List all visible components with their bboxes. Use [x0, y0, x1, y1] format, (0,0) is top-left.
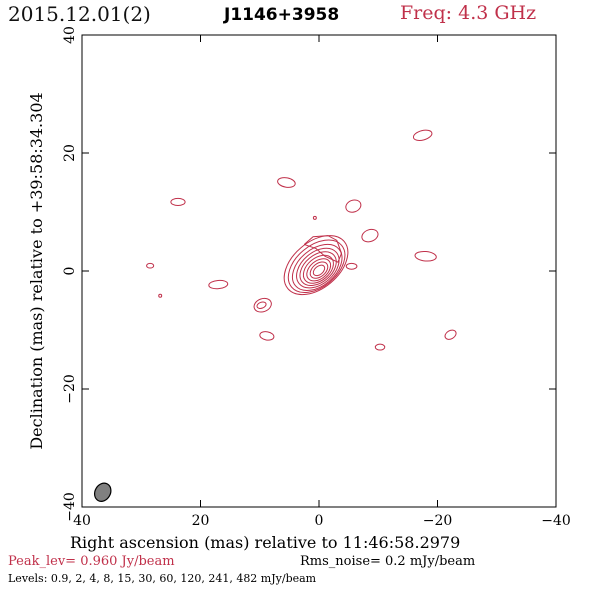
beam-ellipse [93, 482, 112, 502]
y-axis-label: Declination (mas) relative to +39:58:34.… [27, 92, 46, 449]
noise-contour [361, 228, 379, 243]
noise-contour [158, 293, 163, 298]
noise-contour [412, 129, 433, 141]
noise-contour [259, 331, 275, 341]
core-contour [283, 235, 349, 296]
y-tick-label: 20 [62, 144, 78, 162]
core-contour [287, 239, 346, 294]
noise-contour [312, 215, 317, 220]
noise-contour [374, 343, 386, 351]
noise-contour [253, 297, 272, 313]
y-tick-label: −20 [62, 374, 78, 404]
axis-ticks [81, 34, 557, 508]
noise-contour [256, 301, 267, 309]
x-tick-label: 0 [315, 513, 324, 529]
core-contour [309, 261, 329, 279]
x-axis-label: Right ascension (mas) relative to 11:46:… [70, 533, 461, 552]
contour-levels: Levels: 0.9, 2, 4, 8, 15, 30, 60, 120, 2… [8, 572, 317, 585]
x-tick-label: −20 [423, 513, 453, 529]
x-tick-label: −40 [541, 513, 571, 529]
noise-contour [345, 199, 362, 213]
epoch-label: 2015.12.01(2) [8, 2, 151, 26]
noise-contour [146, 262, 155, 269]
core-contour [302, 254, 334, 284]
core-contour [312, 264, 326, 277]
core-extension-contour [303, 235, 343, 263]
source-name: J1146+3958 [224, 5, 340, 25]
core-contour [306, 258, 332, 282]
core-contour [299, 251, 337, 287]
plot-frame [81, 34, 557, 508]
noise-contour [170, 197, 186, 207]
y-tick-label: −40 [62, 492, 78, 522]
noise-contour [277, 177, 296, 188]
noise-contour [345, 262, 358, 270]
noise-contour [414, 250, 437, 262]
tick-labels: 40 20 0 −20 −40 −40 −20 0 20 40 [62, 26, 571, 529]
x-tick-label: 40 [73, 513, 91, 529]
peak-level: Peak_lev= 0.960 Jy/beam [8, 554, 175, 569]
beam-layer [93, 482, 112, 502]
contour-layer [146, 129, 457, 351]
core-contour [291, 243, 343, 291]
noise-contour [444, 329, 457, 340]
y-tick-label: 40 [62, 26, 78, 44]
x-tick-label: 20 [192, 513, 210, 529]
rms-noise: Rms_noise= 0.2 mJy/beam [300, 554, 476, 569]
core-contour [296, 247, 340, 289]
y-tick-label: 0 [62, 267, 78, 276]
noise-contour [208, 279, 229, 290]
frequency-label: Freq: 4.3 GHz [400, 2, 537, 24]
